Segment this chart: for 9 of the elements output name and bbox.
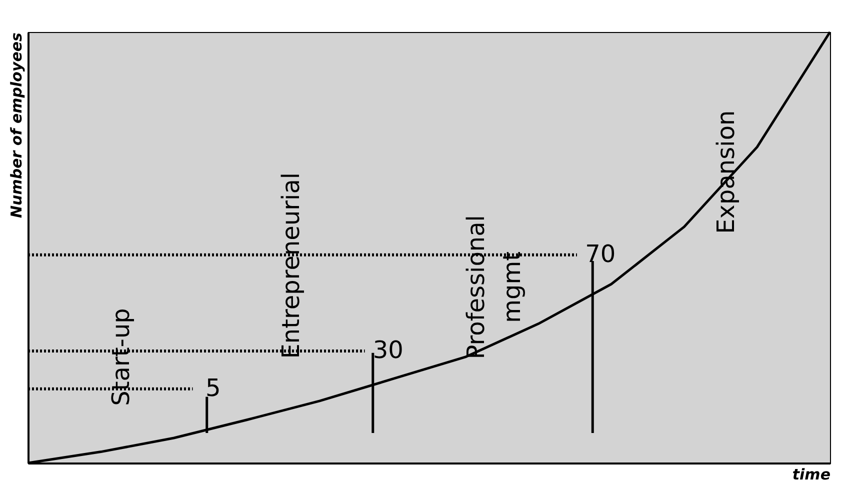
annotation: 5 [206,374,221,402]
annotation: 70 [585,240,616,268]
x-axis-title: time [792,466,830,484]
y-axis-title: Number of employees [8,32,26,218]
annotation: Professional mgmt [462,215,526,360]
annotation: 30 [372,336,404,364]
annotation: Expansion [712,110,740,234]
annotation: Entrepreneurial [276,172,305,359]
annotation: Start-up [107,308,136,406]
